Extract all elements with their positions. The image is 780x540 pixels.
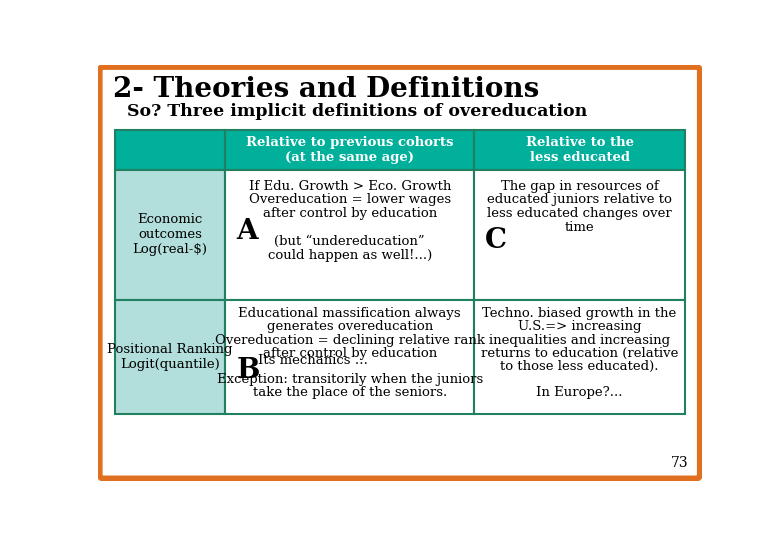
Text: take the place of the seniors.: take the place of the seniors. (253, 386, 447, 399)
Bar (225, 130, 474, 170)
Text: Relative to previous cohorts
(at the same age): Relative to previous cohorts (at the sam… (246, 136, 453, 164)
Text: C: C (485, 227, 507, 254)
Text: Relative to the
less educated: Relative to the less educated (526, 136, 633, 164)
Bar (225, 300, 474, 414)
Bar (474, 170, 685, 300)
Text: educated juniors relative to: educated juniors relative to (488, 193, 672, 206)
Text: inequalities and increasing: inequalities and increasing (489, 334, 670, 347)
Bar (115, 130, 225, 170)
Text: to those less educated).: to those less educated). (500, 360, 659, 373)
Text: generates overeducation: generates overeducation (267, 320, 433, 333)
Text: 73: 73 (671, 456, 688, 470)
Text: Educational massification always: Educational massification always (239, 307, 461, 320)
Bar (115, 170, 225, 300)
Text: Overeducation = lower wages: Overeducation = lower wages (249, 193, 451, 206)
Text: If Edu. Growth > Eco. Growth: If Edu. Growth > Eco. Growth (249, 179, 451, 193)
Text: Exception: transitorily when the juniors: Exception: transitorily when the juniors (217, 373, 483, 386)
Text: Techno. biased growth in the: Techno. biased growth in the (482, 307, 677, 320)
Text: returns to education (relative: returns to education (relative (480, 347, 679, 360)
FancyBboxPatch shape (100, 67, 700, 478)
Text: In Europe?...: In Europe?... (537, 386, 622, 399)
Text: A: A (236, 218, 258, 245)
Text: Overeducation = declining relative rank: Overeducation = declining relative rank (215, 334, 484, 347)
Text: time: time (565, 221, 594, 234)
Bar (474, 300, 685, 414)
Bar (474, 130, 685, 170)
Text: Positional Ranking
Logit(quantile): Positional Ranking Logit(quantile) (107, 342, 232, 370)
Text: B: B (236, 357, 260, 384)
Text: after control by education: after control by education (263, 207, 437, 220)
Text: U.S.=> increasing: U.S.=> increasing (518, 320, 641, 333)
Bar (225, 170, 474, 300)
Text: Its mechanics …: Its mechanics … (258, 354, 368, 367)
Bar (115, 300, 225, 414)
Text: The gap in resources of: The gap in resources of (501, 179, 658, 193)
Text: (but “undereducation”: (but “undereducation” (275, 235, 425, 248)
Text: Economic
outcomes
Log(real-$): Economic outcomes Log(real-$) (133, 213, 207, 256)
Text: 2- Theories and Definitions: 2- Theories and Definitions (113, 76, 539, 103)
Text: less educated changes over: less educated changes over (488, 207, 672, 220)
Text: after control by education: after control by education (263, 347, 437, 360)
Text: could happen as well!...): could happen as well!...) (268, 249, 432, 262)
Text: So? Three implicit definitions of overeducation: So? Three implicit definitions of overed… (127, 103, 587, 120)
